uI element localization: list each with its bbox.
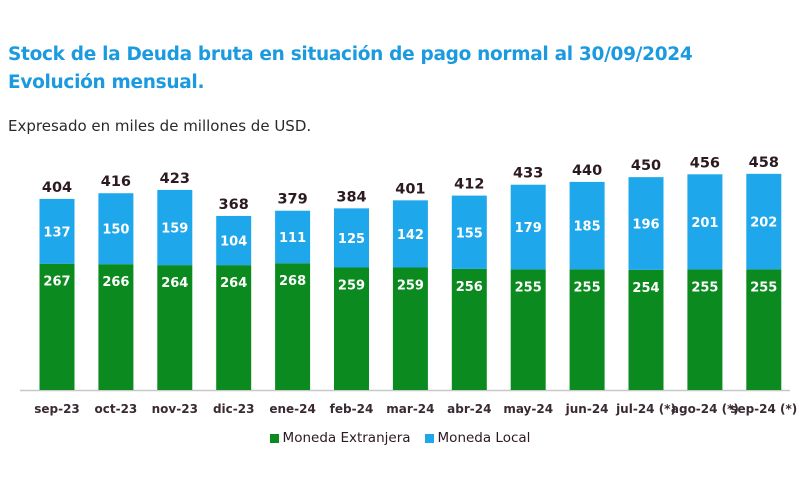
data-label-extranjera: 255	[750, 280, 777, 295]
x-tick-label: jul-24 (*)	[615, 402, 676, 416]
bar-extranjera	[628, 269, 664, 390]
data-label-total: 416	[101, 174, 131, 190]
bar-extranjera	[216, 265, 252, 390]
x-tick-label: nov-23	[152, 402, 198, 416]
x-tick-label: sep-24 (*)	[730, 402, 797, 416]
data-label-extranjera: 268	[279, 274, 306, 289]
bar-local	[628, 177, 664, 270]
legend-item-extranjera: Moneda Extranjera	[269, 430, 411, 446]
data-label-total: 440	[572, 163, 602, 179]
data-label-total: 412	[454, 177, 484, 193]
data-label-extranjera: 255	[515, 280, 542, 295]
data-label-local: 196	[632, 218, 659, 233]
data-label-local: 111	[279, 231, 306, 246]
bar-extranjera	[275, 263, 311, 390]
x-tick-label: feb-24	[330, 402, 374, 416]
data-label-total: 423	[160, 171, 190, 187]
data-label-total: 368	[219, 197, 249, 213]
data-label-local: 201	[691, 216, 718, 231]
bar-local	[157, 189, 193, 266]
bar-local	[746, 173, 782, 270]
x-tick-label: ago-24 (*)	[671, 402, 739, 416]
x-tick-label: mar-24	[386, 402, 434, 416]
data-label-local: 150	[102, 223, 129, 238]
data-label-extranjera: 254	[632, 281, 659, 296]
bar-local	[275, 210, 311, 264]
data-label-local: 155	[456, 226, 483, 241]
bar-extranjera	[392, 267, 428, 390]
bar-extranjera	[687, 269, 723, 390]
legend-swatch-local	[424, 433, 434, 443]
data-label-extranjera: 259	[397, 278, 424, 293]
x-tick-label: dic-23	[213, 402, 255, 416]
data-label-extranjera: 259	[338, 278, 365, 293]
data-label-local: 179	[515, 221, 542, 236]
data-label-extranjera: 264	[220, 276, 247, 291]
data-label-total: 456	[690, 155, 720, 171]
data-label-extranjera: 255	[574, 280, 601, 295]
bar-extranjera	[451, 268, 487, 390]
legend: Moneda Extranjera Moneda Local	[0, 430, 800, 446]
legend-label-extranjera: Moneda Extranjera	[282, 430, 411, 446]
x-tick-label: sep-23	[34, 402, 80, 416]
data-label-total: 458	[749, 155, 779, 171]
data-label-extranjera: 256	[456, 280, 483, 295]
data-label-local: 125	[338, 232, 365, 247]
x-tick-label: abr-24	[447, 402, 491, 416]
bar-extranjera	[39, 263, 75, 390]
data-label-total: 450	[631, 158, 661, 174]
data-label-total: 404	[42, 180, 72, 196]
legend-swatch-extranjera	[269, 433, 279, 443]
bar-local	[510, 184, 546, 270]
bar-extranjera	[746, 269, 782, 390]
bar-extranjera	[334, 267, 369, 390]
bar-local	[392, 200, 428, 268]
data-label-extranjera: 264	[161, 276, 188, 291]
legend-item-local: Moneda Local	[424, 430, 531, 446]
bar-extranjera	[157, 265, 193, 390]
legend-label-local: Moneda Local	[437, 430, 531, 446]
x-tick-label: oct-23	[95, 402, 138, 416]
bar-extranjera	[98, 264, 134, 390]
data-label-extranjera: 266	[102, 275, 129, 290]
data-label-local: 137	[43, 225, 70, 240]
bar-local	[687, 174, 723, 270]
bar-local	[569, 181, 605, 270]
data-label-total: 384	[336, 189, 366, 205]
x-tick-label: jun-24	[565, 402, 609, 416]
chart-subtitle: Expresado en miles de millones de USD.	[8, 117, 312, 135]
data-label-total: 379	[277, 192, 307, 208]
data-label-extranjera: 267	[43, 275, 70, 290]
data-label-local: 142	[397, 228, 424, 243]
chart-title: Stock de la Deuda bruta en situación de …	[8, 44, 693, 65]
bar-extranjera	[569, 269, 605, 390]
data-label-local: 159	[161, 222, 188, 237]
bar-local	[98, 193, 134, 265]
data-label-local: 104	[220, 235, 247, 250]
data-label-total: 433	[513, 166, 543, 182]
data-label-local: 185	[574, 220, 601, 235]
data-label-local: 202	[750, 216, 777, 231]
data-label-extranjera: 255	[691, 280, 718, 295]
bar-local	[451, 195, 487, 269]
data-label-total: 401	[395, 181, 425, 197]
bar-local	[39, 198, 75, 264]
x-tick-label: ene-24	[269, 402, 316, 416]
chart-title-line2: Evolución mensual.	[8, 72, 205, 93]
bar-local	[334, 208, 369, 268]
bar-extranjera	[510, 269, 546, 390]
bar-local	[216, 215, 252, 266]
x-tick-label: may-24	[503, 402, 553, 416]
